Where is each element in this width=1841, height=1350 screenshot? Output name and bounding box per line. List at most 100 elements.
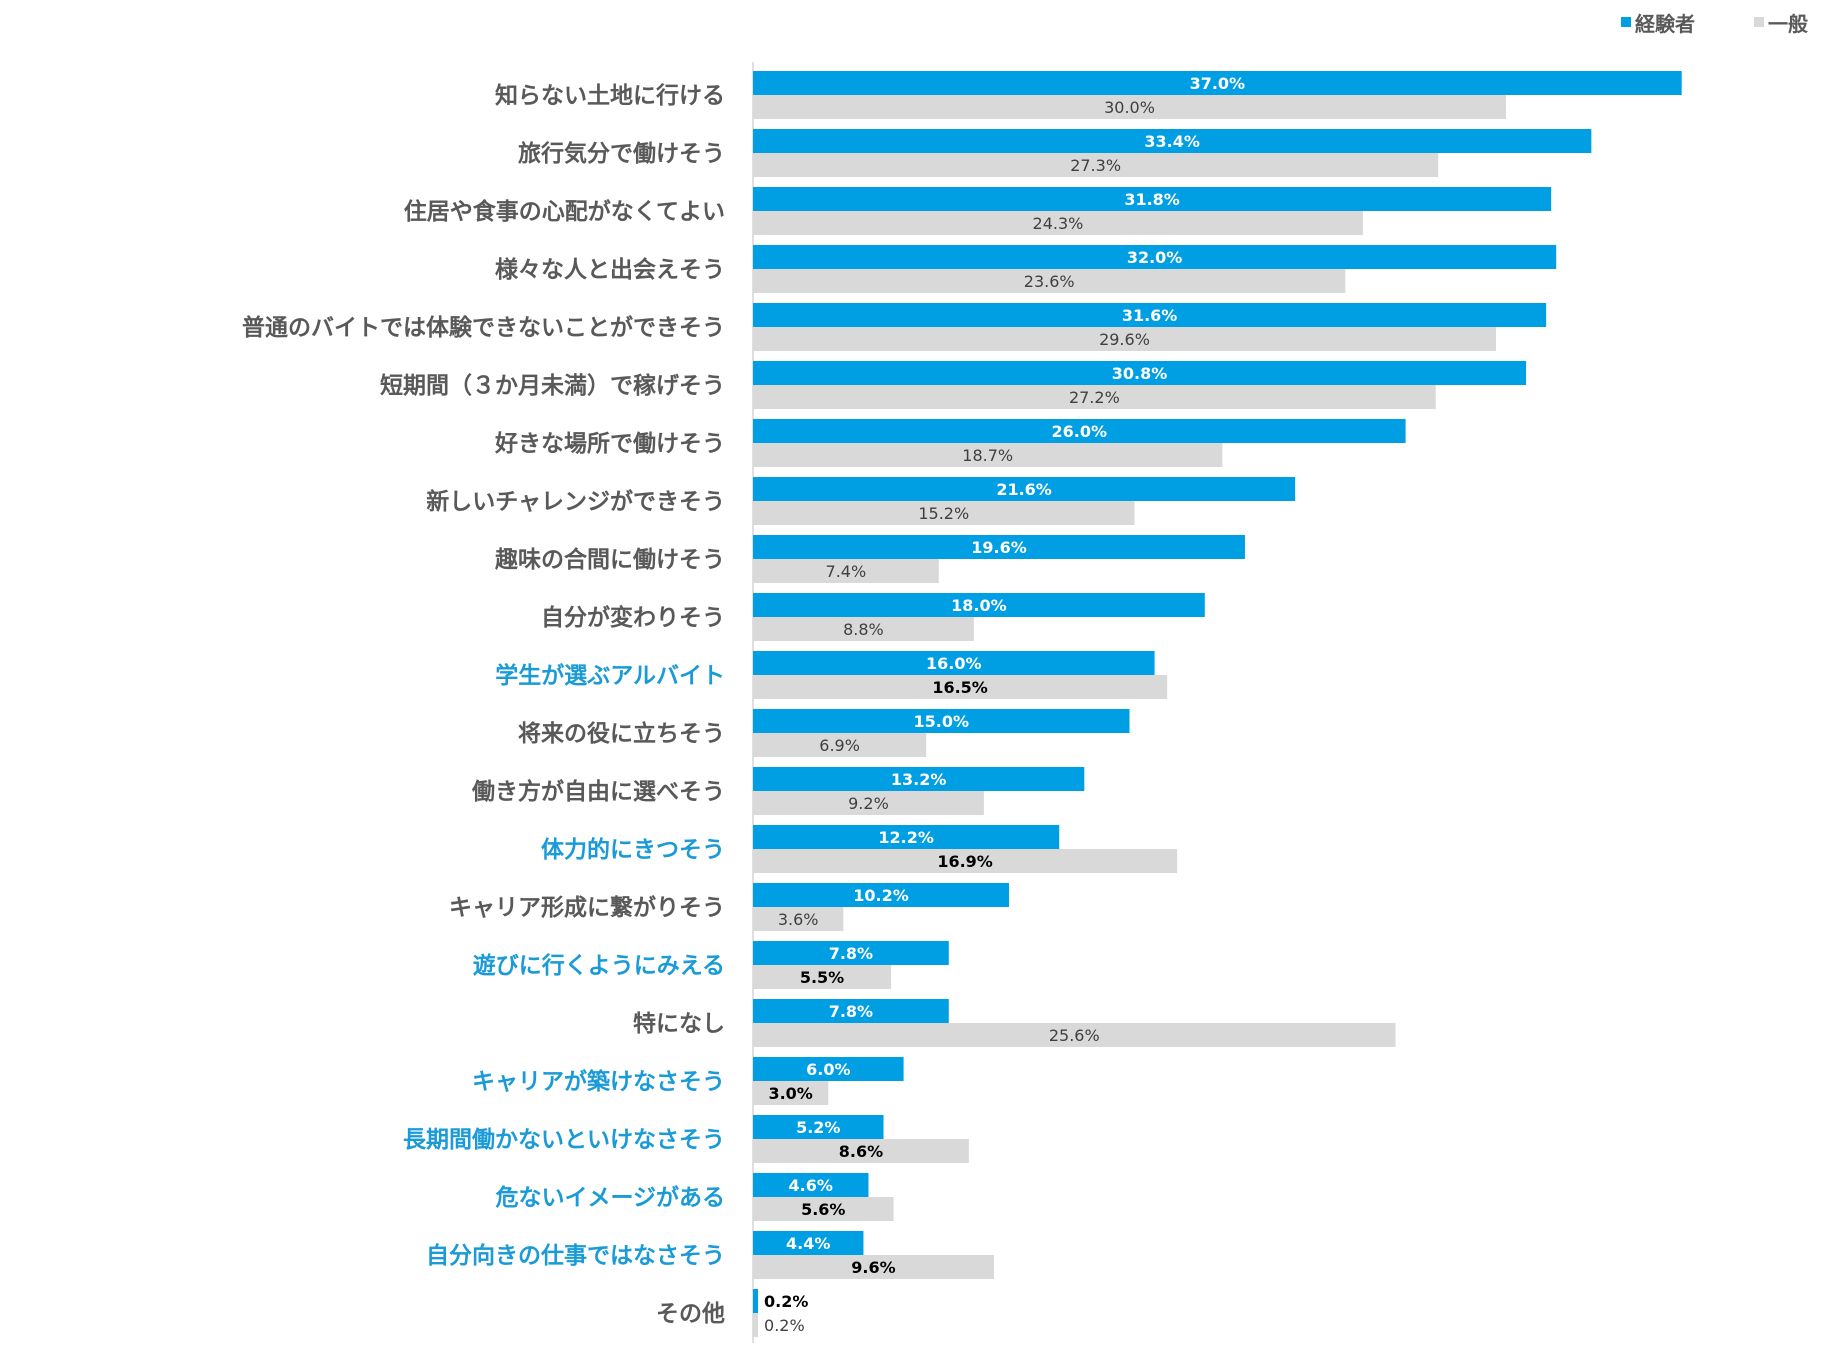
category-label: 働き方が自由に選べそう [471,778,725,805]
bar-series-2 [753,559,939,583]
category-label: 自分が変わりそう [541,604,725,631]
bar-series-1 [753,129,1592,153]
value-label-series-1: 31.8% [1124,190,1180,209]
value-label-series-2: 16.9% [937,852,993,871]
value-label-series-1: 6.0% [806,1060,850,1079]
category-label: 好きな場所で働けそう [494,431,725,457]
bar-series-2 [753,1081,829,1105]
bar-series-1 [753,709,1130,733]
category-label: 体力的にきつそう [541,836,725,863]
category-label: 様々な人と出会えそう [495,256,725,283]
category-label: 遊びに行くようにみえる [473,952,725,979]
value-label-series-1: 32.0% [1127,248,1183,267]
value-label-series-2: 7.4% [826,562,867,581]
value-label-series-1: 37.0% [1190,74,1246,93]
bar-series-2 [753,849,1178,873]
category-label: 新しいチャレンジができそう [426,488,725,515]
value-label-series-2: 23.6% [1024,272,1075,291]
value-label-series-1: 4.4% [786,1234,830,1253]
legend-label-2: 一般 [1768,12,1808,36]
bar-series-1 [753,71,1682,95]
category-label: 短期間（３か月未満）で稼げそう [380,372,725,399]
legend-swatch-2 [1754,17,1764,27]
value-label-series-2: 5.5% [800,968,844,987]
value-label-series-1: 31.6% [1122,306,1178,325]
bar-series-2 [753,327,1496,351]
bar-series-2 [753,211,1363,235]
bars [753,71,1682,1337]
value-label-series-2: 9.2% [848,794,889,813]
value-label-series-2: 16.5% [932,678,988,697]
category-label: 学生が選ぶアルバイト [495,662,725,689]
bar-series-1 [753,245,1557,269]
bar-series-1 [753,883,1010,907]
value-label-series-1: 7.8% [829,944,873,963]
bar-series-2 [753,733,927,757]
bar-series-1 [753,767,1085,791]
bar-series-2 [753,791,984,815]
bar-series-1 [753,1231,864,1255]
bar-series-2 [753,675,1168,699]
value-label-series-1: 19.6% [971,538,1027,557]
bar-series-2 [753,269,1346,293]
category-label: キャリアが築けなさそう [472,1068,725,1095]
bar-series-1 [753,535,1245,559]
bar-series-2 [753,1139,969,1163]
value-label-series-1: 13.2% [891,770,947,789]
bar-series-1 [753,477,1296,501]
bar-series-1 [753,303,1547,327]
bar-series-2 [753,95,1506,119]
category-label: 特になし [633,1011,725,1037]
value-label-series-2: 8.6% [839,1142,883,1161]
bar-series-2 [753,501,1135,525]
value-label-series-1: 0.2% [764,1292,808,1311]
value-label-series-1: 12.2% [878,828,934,847]
value-label-series-1: 7.8% [829,1002,873,1021]
category-label: 危ないイメージがある [495,1184,725,1211]
value-label-series-1: 15.0% [913,712,969,731]
value-label-series-2: 25.6% [1049,1026,1100,1045]
value-label-series-1: 26.0% [1052,422,1108,441]
category-labels: 知らない土地に行ける旅行気分で働けそう住居や食事の心配がなくてよい様々な人と出会… [242,82,725,1327]
bar-series-1 [753,187,1552,211]
bar-series-1 [753,1115,884,1139]
value-label-series-2: 27.2% [1069,388,1120,407]
bar-series-2 [753,1313,759,1337]
category-label: 知らない土地に行ける [495,82,725,109]
value-label-series-2: 6.9% [819,736,860,755]
bar-series-2 [753,385,1436,409]
bar-series-2 [753,1255,994,1279]
bar-series-2 [753,907,844,931]
value-label-series-2: 15.2% [918,504,969,523]
value-label-series-2: 9.6% [851,1258,895,1277]
value-label-series-2: 30.0% [1104,98,1155,117]
category-label: 自分向きの仕事ではなさそう [426,1242,725,1269]
value-label-series-1: 4.6% [789,1176,833,1195]
bar-series-2 [753,1023,1396,1047]
value-label-series-1: 16.0% [926,654,982,673]
legend-swatch-1 [1621,17,1631,27]
bar-series-2 [753,1197,894,1221]
value-label-series-1: 18.0% [951,596,1007,615]
category-label: キャリア形成に繋がりそう [449,894,725,921]
value-label-series-1: 5.2% [796,1118,840,1137]
category-label: 長期間働かないといけなさそう [403,1127,725,1153]
category-label: 旅行気分で働けそう [518,140,725,167]
value-label-series-1: 10.2% [853,886,909,905]
value-label-series-2: 5.6% [801,1200,845,1219]
category-label: 将来の役に立ちそう [518,720,725,747]
bar-series-2 [753,153,1439,177]
value-label-series-2: 0.2% [764,1316,805,1335]
category-label: 住居や食事の心配がなくてよい [404,198,725,225]
category-label: 趣味の合間に働けそう [494,546,725,573]
bar-series-1 [753,941,949,965]
value-labels: 37.0% 30.0% 33.4% 27.3%31.8% 24.3% 32.0% 23.6%… [764,74,1245,1335]
value-label-series-2: 29.6% [1099,330,1150,349]
value-label-series-1: 30.8% [1112,364,1168,383]
bar-series-1 [753,419,1406,443]
bar-series-1 [753,825,1060,849]
bar-series-1 [753,1289,759,1313]
value-label-series-2: 27.3% [1070,156,1121,175]
value-label-series-2: 3.6% [778,910,819,929]
bar-series-2 [753,965,892,989]
